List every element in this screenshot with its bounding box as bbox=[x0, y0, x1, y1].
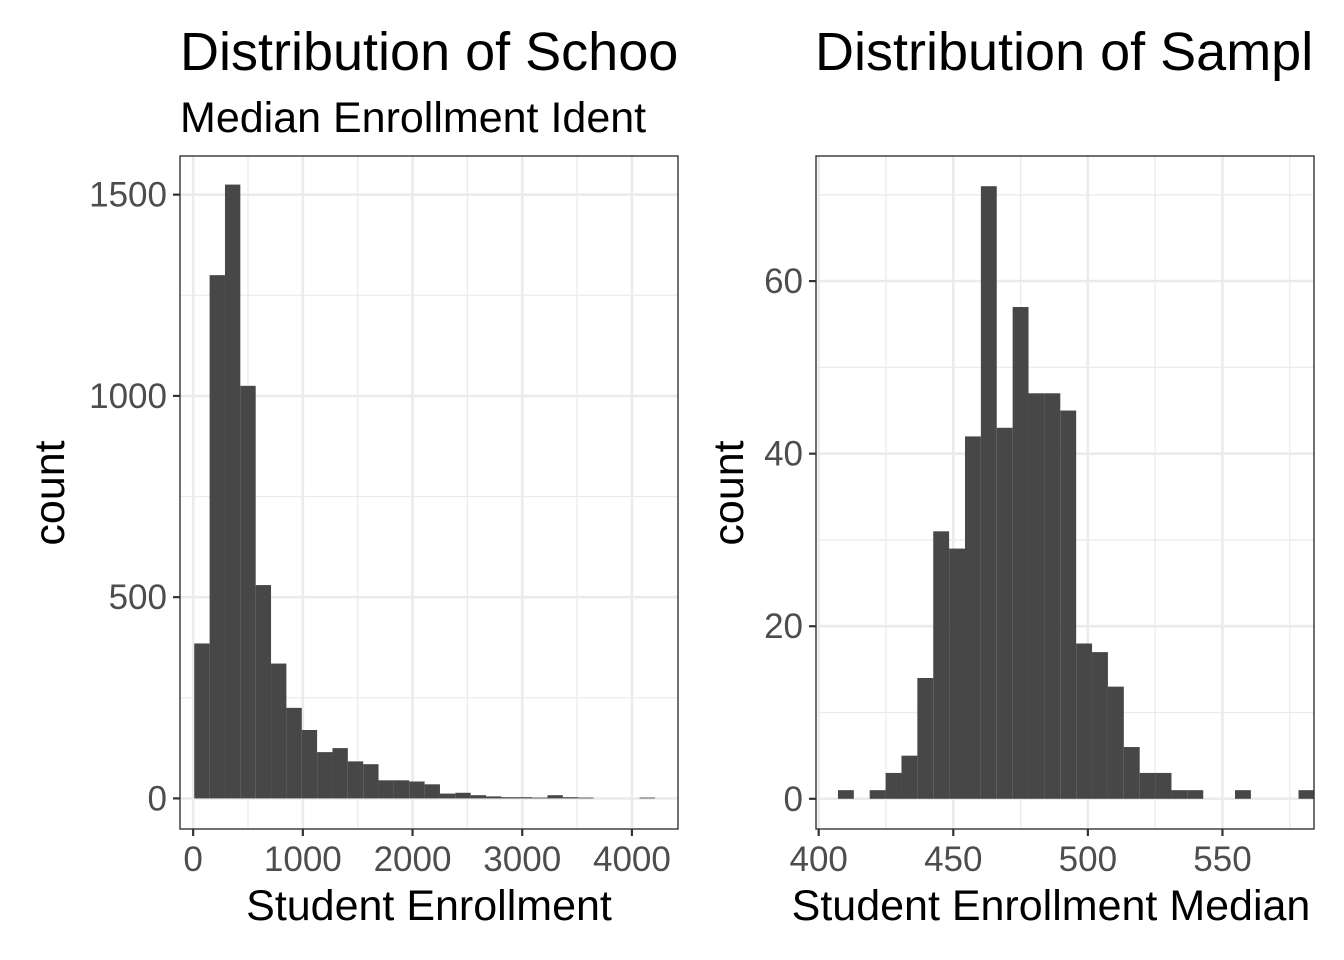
right-histogram-bar bbox=[964, 436, 981, 799]
left-panel-border bbox=[179, 155, 679, 830]
left-x-tick-label: 1000 bbox=[264, 840, 342, 879]
left-histogram-bar bbox=[578, 797, 594, 799]
right-histogram-panel: 400 450 500 550 0 20 40 60 bbox=[764, 155, 1315, 879]
left-histogram-bar bbox=[501, 797, 517, 799]
left-histogram-bar bbox=[347, 761, 364, 799]
right-y-tick-label: 40 bbox=[764, 435, 803, 474]
left-histogram-bar bbox=[516, 797, 533, 799]
left-x-tick-label: 2000 bbox=[374, 840, 452, 879]
left-histogram-bar bbox=[317, 752, 333, 799]
right-y-tick-label: 60 bbox=[764, 262, 803, 301]
left-histogram-bar bbox=[301, 729, 318, 799]
right-x-tick-label: 400 bbox=[789, 840, 847, 879]
right-histogram-bar bbox=[1060, 410, 1077, 799]
right-histogram-bar bbox=[933, 531, 950, 799]
right-histogram-bar bbox=[1092, 652, 1108, 799]
left-y-tick-label: 1000 bbox=[89, 377, 167, 416]
right-histogram-bar bbox=[996, 427, 1013, 799]
left-y-tick-label: 500 bbox=[109, 578, 167, 617]
right-histogram-bar bbox=[1155, 772, 1172, 799]
right-x-tick-label: 500 bbox=[1059, 840, 1117, 879]
left-histogram-bar bbox=[393, 780, 410, 799]
left-y-tick-label: 1500 bbox=[89, 176, 167, 215]
right-chart-title: Distribution of Sampl bbox=[815, 22, 1313, 82]
left-histogram-bar bbox=[240, 385, 256, 799]
right-x-tick-label: 450 bbox=[924, 840, 982, 879]
right-histogram-bar bbox=[1107, 686, 1124, 799]
right-histogram-bar bbox=[1139, 772, 1156, 799]
left-histogram-bar bbox=[470, 795, 487, 799]
left-histogram-bar bbox=[424, 784, 440, 799]
right-x-axis-title: Student Enrollment Median bbox=[792, 882, 1311, 930]
left-y-tick-label: 0 bbox=[148, 779, 167, 818]
right-histogram-bar bbox=[1123, 747, 1140, 799]
right-histogram-bar bbox=[885, 772, 902, 799]
left-histogram-bar bbox=[486, 796, 502, 799]
left-histogram-bar bbox=[455, 792, 471, 799]
left-histogram-bar bbox=[409, 781, 425, 799]
left-histogram-bar bbox=[209, 275, 225, 799]
left-histogram-bar bbox=[255, 585, 272, 799]
left-x-axis-title: Student Enrollment bbox=[246, 882, 612, 930]
right-histogram-bar bbox=[980, 186, 997, 799]
right-y-tick-label: 20 bbox=[764, 607, 803, 646]
right-histogram-bar bbox=[837, 790, 854, 799]
left-histogram-bar bbox=[271, 663, 287, 799]
left-histogram-bar bbox=[562, 797, 579, 799]
left-chart-title: Distribution of Schoo bbox=[180, 22, 678, 82]
left-chart-subtitle: Median Enrollment Ident bbox=[180, 94, 646, 142]
left-histogram-bar bbox=[286, 707, 302, 799]
left-histogram-panel: 0 1000 2000 3000 4000 0 500 1000 1500 bbox=[89, 155, 679, 879]
left-x-tick-label: 4000 bbox=[593, 840, 671, 879]
left-histogram-bar bbox=[332, 748, 348, 799]
left-histogram-bar bbox=[532, 797, 548, 799]
right-x-tick-label: 550 bbox=[1193, 840, 1251, 879]
left-histogram-bar bbox=[639, 797, 655, 799]
right-y-tick-label: 0 bbox=[784, 780, 803, 819]
right-histogram-bar bbox=[949, 548, 965, 799]
right-histogram-bar bbox=[1044, 393, 1061, 799]
left-histogram-bar bbox=[224, 184, 241, 799]
right-histogram-bar bbox=[869, 790, 886, 799]
right-histogram-bar bbox=[1234, 790, 1251, 799]
left-histogram-bar bbox=[547, 795, 563, 799]
right-histogram-bar bbox=[901, 755, 918, 799]
left-histogram-bar bbox=[439, 793, 456, 799]
left-histogram-bar bbox=[194, 643, 210, 799]
right-histogram-bar bbox=[1171, 790, 1188, 799]
right-y-axis-title: count bbox=[705, 440, 753, 545]
left-y-axis-title: count bbox=[26, 440, 74, 545]
left-histogram-bar bbox=[378, 780, 394, 799]
right-histogram-bar bbox=[1187, 790, 1204, 799]
right-histogram-bar bbox=[1028, 393, 1045, 799]
right-histogram-bar bbox=[917, 678, 934, 799]
right-histogram-bar bbox=[1076, 643, 1093, 799]
left-x-tick-label: 0 bbox=[183, 840, 202, 879]
left-x-tick-label: 3000 bbox=[483, 840, 561, 879]
left-histogram-bar bbox=[363, 764, 379, 799]
right-histogram-bar bbox=[1298, 790, 1315, 799]
right-panel-border bbox=[815, 155, 1315, 830]
right-histogram-bar bbox=[1012, 306, 1029, 799]
